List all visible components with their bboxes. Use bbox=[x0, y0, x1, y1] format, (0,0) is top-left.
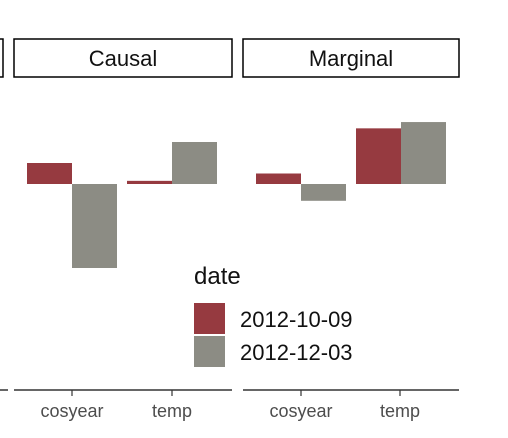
x-tick-label-marginal-temp: temp bbox=[380, 401, 420, 421]
bar-marginal-temp-2012-12-03 bbox=[401, 122, 446, 184]
x-tick-label-causal-cosyear: cosyear bbox=[40, 401, 103, 421]
bar-causal-temp-2012-12-03 bbox=[172, 142, 217, 184]
bar-causal-cosyear-2012-10-09 bbox=[27, 163, 72, 184]
legend-key-2012-10-09 bbox=[194, 303, 225, 334]
legend-key-2012-12-03 bbox=[194, 336, 225, 367]
bars-causal bbox=[27, 142, 217, 268]
bar-causal-temp-2012-10-09 bbox=[127, 180, 172, 184]
facet-title-causal: Causal bbox=[89, 46, 157, 71]
bar-causal-cosyear-2012-12-03 bbox=[72, 184, 117, 268]
legend: date 2012-10-09 2012-12-03 bbox=[194, 263, 353, 367]
legend-label-2012-12-03: 2012-12-03 bbox=[240, 340, 353, 365]
bar-marginal-cosyear-2012-10-09 bbox=[256, 173, 301, 184]
x-tick-label-causal-temp: temp bbox=[152, 401, 192, 421]
facet-marginal: Marginal cosyear temp bbox=[242, 38, 460, 421]
x-tick-label-marginal-cosyear: cosyear bbox=[269, 401, 332, 421]
bar-marginal-cosyear-2012-12-03 bbox=[301, 184, 346, 201]
facet-causal: Causal cosyear temp bbox=[13, 38, 233, 421]
cropped-strip-left bbox=[0, 38, 4, 78]
legend-label-2012-10-09: 2012-10-09 bbox=[240, 307, 353, 332]
bars-marginal bbox=[256, 122, 446, 201]
facet-strip-marginal bbox=[242, 38, 460, 78]
facet-title-marginal: Marginal bbox=[309, 46, 393, 71]
legend-title: date bbox=[194, 263, 241, 290]
facet-strip-causal bbox=[13, 38, 233, 78]
bar-marginal-temp-2012-10-09 bbox=[356, 128, 401, 184]
